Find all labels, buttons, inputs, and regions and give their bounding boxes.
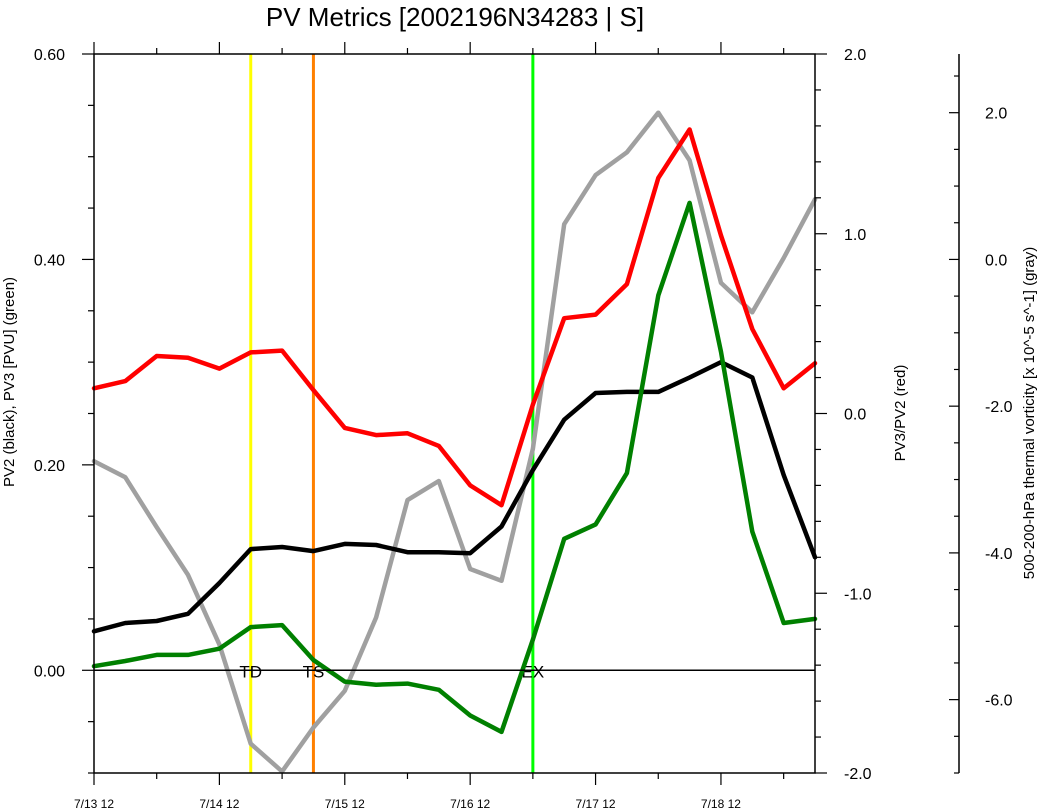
left-axis-tick-label: 0.20 [34,458,65,475]
far-right-axis-tick-label: -6.0 [985,693,1013,710]
series-line-pv3 [91,200,818,735]
left-axis-tick-label: 0.60 [34,47,65,64]
far-right-axis-tick-label: 2.0 [985,106,1007,123]
far-right-axis-tick-label: -2.0 [985,399,1013,416]
x-axis-tick-label: 7/17 12 [576,797,616,811]
left-axis-tick-label: 0.40 [34,252,65,269]
event-label-td: TD [239,662,262,681]
x-axis-tick-label: 7/16 12 [450,797,490,811]
left-axis-title: PV2 (black), PV3 [PVU] (green) [1,277,18,487]
x-axis-tick-label: 7/14 12 [199,797,239,811]
chart-title: PV Metrics [2002196N34283 | S] [266,2,644,32]
event-lines: TD TS EX [239,54,544,773]
far-right-axis-tick-label: -4.0 [985,546,1013,563]
far-right-axis-tick-label: 0.0 [985,252,1007,269]
right-axis-tick-label: 1.0 [844,227,866,244]
x-axis-tick-label: 7/13 12 [74,797,114,811]
far-right-axis-title: 500-200-hPa thermal vorticity [x 10^-5 s… [1021,247,1038,580]
x-axis-tick-label: 7/18 12 [701,797,741,811]
right-axis-title: PV3/PV2 (red) [892,365,909,462]
event-label-ts: TS [303,662,325,681]
right-axis-tick-label: 0.0 [844,407,866,424]
event-label-ex: EX [522,662,545,681]
series-line-pv2 [91,359,818,634]
series-line-pv3-pv2 [91,127,818,508]
plot-border [93,53,816,774]
series-line-thermal-vorticity [91,110,818,774]
x-axis-tick-label: 7/15 12 [325,797,365,811]
plot-frame [93,53,816,774]
series-lines [91,110,818,774]
left-axis-tick-label: 0.00 [34,663,65,680]
axes: 0.00 0.20 0.40 0.60 -2.0 -1.0 0.0 1.0 2.0 -6.0 -4.… [34,42,1013,811]
right-axis-tick-label: -2.0 [844,766,872,783]
right-axis-tick-label: 2.0 [844,47,866,64]
right-axis-tick-label: -1.0 [844,586,872,603]
